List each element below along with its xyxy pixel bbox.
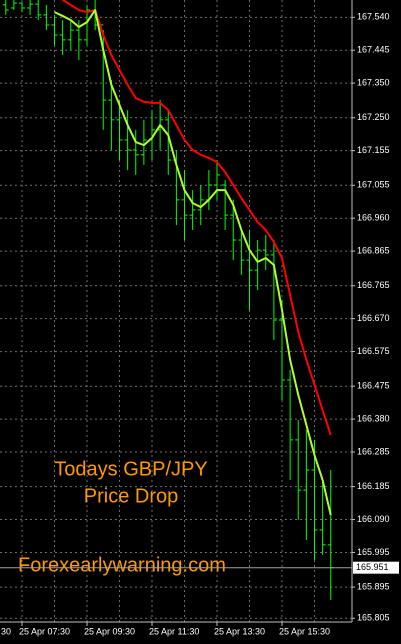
- moving-average-line: [62, 0, 332, 436]
- y-tick-label: 166.285: [357, 446, 390, 456]
- y-tick-label: 166.765: [357, 280, 390, 290]
- y-tick-label: 167.445: [357, 45, 390, 55]
- x-tick-label: 25 Apr 07:30: [19, 626, 70, 636]
- current-price-label: 165.951: [356, 562, 389, 572]
- y-tick-label: 166.575: [357, 346, 390, 356]
- y-tick-label: 165.895: [357, 581, 390, 591]
- y-tick-label: 166.380: [357, 413, 390, 423]
- x-tick-label: 25 Apr 11:30: [149, 626, 199, 636]
- y-tick-label: 167.350: [357, 78, 390, 88]
- x-tick-label: 25 Apr 13:30: [214, 626, 265, 636]
- x-tick-label: 30: [1, 626, 11, 636]
- y-tick-label: 166.865: [357, 245, 390, 255]
- y-tick-label: 166.670: [357, 313, 390, 323]
- current-price-box: [353, 561, 399, 574]
- y-tick-label: 167.250: [357, 112, 390, 122]
- y-tick-label: 167.055: [357, 180, 390, 190]
- y-tick-label: 166.185: [357, 481, 390, 491]
- moving-average-line: [54, 9, 332, 516]
- y-tick-label: 166.090: [357, 514, 390, 524]
- y-tick-label: 166.960: [357, 213, 390, 223]
- annotation: Price Drop: [84, 485, 178, 507]
- marks: [2, 0, 334, 600]
- y-tick-label: 165.995: [357, 547, 390, 557]
- x-tick-label: 25 Apr 09:30: [84, 626, 135, 636]
- annotation: Todays GBP/JPY: [54, 458, 207, 480]
- y-tick-label: 167.540: [357, 12, 390, 22]
- x-tick-label: 25 Apr 15:30: [279, 626, 330, 636]
- annotation: Forexearlywarning.com: [18, 554, 226, 576]
- y-tick-label: 166.475: [357, 381, 390, 391]
- y-tick-label: 165.805: [357, 613, 390, 623]
- y-tick-label: 167.155: [357, 145, 390, 155]
